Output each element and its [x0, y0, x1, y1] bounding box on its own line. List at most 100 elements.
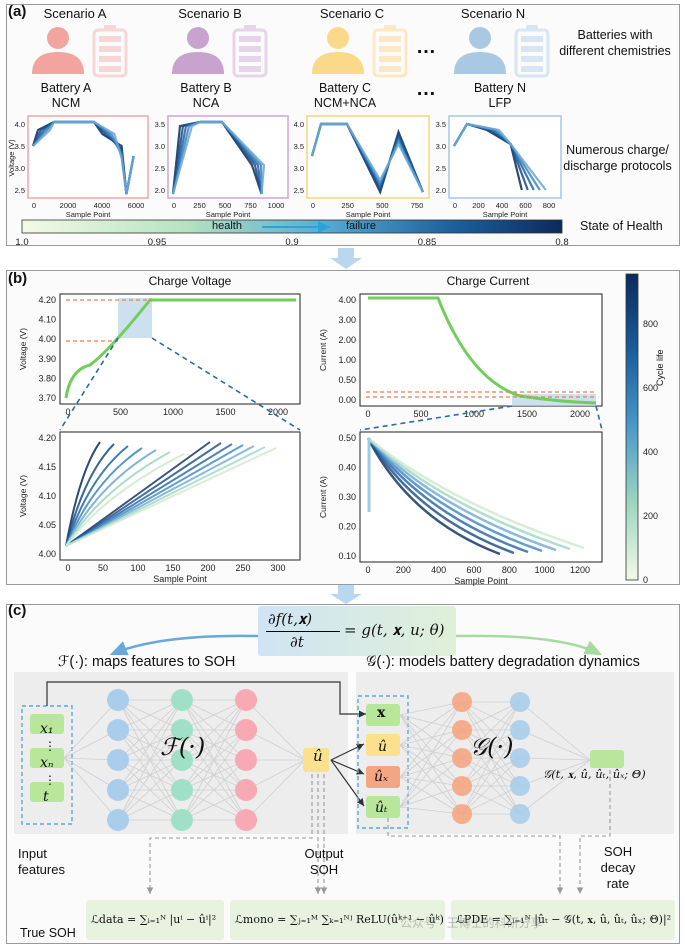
- down-arrow-bc: [330, 585, 362, 604]
- protocol-y-tick: 3.0: [294, 164, 304, 173]
- panel-b-charts: 4.204.104.003.903.803.700 500 1000 1500 2000…: [18, 273, 658, 586]
- protocol-curve: [171, 120, 266, 195]
- zoom-current-curve: [366, 437, 501, 556]
- soh-tick: 1.0: [15, 237, 28, 248]
- battery-bar-icon: [379, 36, 401, 42]
- zoom-voltage-curve: [65, 453, 185, 547]
- zoom-current-curve: [367, 437, 543, 553]
- down-arrow-ab: [330, 248, 362, 269]
- zoom-voltage-curve: [65, 442, 222, 547]
- protocol-y-tick: 3.0: [155, 142, 165, 151]
- protocol-curve: [32, 120, 135, 195]
- g-connection: [399, 806, 463, 815]
- person-body-icon: [172, 52, 224, 74]
- protocol-x-tick: 4000: [94, 201, 111, 210]
- input-node-box: [30, 748, 64, 768]
- protocol-x-label: Sample Point: [206, 210, 252, 219]
- g-connection: [399, 714, 463, 731]
- zoom-current-x-tick: 800: [502, 565, 517, 575]
- g-input-ut: ûₜ: [375, 800, 388, 816]
- protocol-x-tick: 750: [244, 201, 257, 210]
- f-connection: [117, 699, 183, 761]
- f-network-label: ℱ(·): [160, 733, 206, 761]
- battery-bar-icon: [99, 66, 121, 72]
- g-connection: [399, 701, 463, 716]
- f-connection: [63, 699, 119, 759]
- f-neuron: [171, 719, 193, 741]
- protocol-x-tick: 600: [519, 201, 532, 210]
- zoom-voltage-y-tick: 4.00: [38, 549, 56, 559]
- f-neuron: [171, 749, 193, 771]
- charge-voltage-x-tick: 1500: [215, 407, 235, 417]
- g-connection: [399, 701, 463, 746]
- g-connection: [399, 776, 463, 787]
- label-protocols: Numerous charge/ discharge protocols: [563, 143, 672, 173]
- watermark: 公众号 · 王博士的科研分享: [400, 916, 543, 930]
- zoom-connector: [151, 337, 301, 431]
- charge-voltage-frame: [59, 293, 301, 405]
- g-connection: [399, 757, 463, 778]
- charge-current-y-tick: 0.50: [338, 375, 356, 385]
- equation-rhs: = g(t, 𝐱, u; θ): [344, 621, 445, 639]
- g-connection: [399, 701, 463, 778]
- charge-current-x-tick: 1000: [464, 409, 484, 419]
- protocol-x-tick: 0: [172, 201, 176, 210]
- f-connection: [117, 699, 183, 731]
- g-connection: [399, 744, 463, 815]
- protocol-x-tick: 250: [341, 201, 354, 210]
- f-connection: [245, 759, 306, 791]
- zoom-voltage-y-label: Voltage (V): [18, 475, 28, 517]
- battery-bar-icon: [521, 36, 543, 42]
- zoom-current-x-label: Sample Point: [454, 576, 508, 586]
- g-output-text: 𝒢(t, 𝐱, û, ûₜ, ûₓ; Θ): [543, 767, 646, 781]
- protocol-y-tick: 4.0: [15, 120, 25, 129]
- soh-failure-text: failure: [346, 220, 376, 232]
- f-neuron: [235, 719, 257, 741]
- g-connection: [399, 744, 463, 787]
- battery-bar-icon: [379, 56, 401, 62]
- zoom-current-y-tick: 0.30: [338, 492, 356, 502]
- protocol-x-tick: 500: [376, 201, 389, 210]
- soh-health-text: health: [212, 220, 242, 232]
- f-connection: [117, 759, 183, 821]
- equation-box: ∂f(t,𝐱) ∂t = g(t, 𝐱, u; θ): [258, 606, 456, 656]
- protocol-y-tick: 2.5: [15, 186, 25, 195]
- scenario-icons: [32, 25, 550, 78]
- protocol-x-tick: 0: [311, 201, 315, 210]
- charge-current-y-label: Current (A): [318, 329, 328, 371]
- loss-pde-formula: ℒPDE = ∑ᵢ₌₁ᴺ |ûₜ − 𝒢(t, 𝐱, û, ûₜ, ûₓ; Θ)…: [456, 913, 672, 926]
- g-neuron: [452, 776, 472, 796]
- g-neuron: [452, 692, 472, 712]
- loss-data-formula: ℒdata = ∑ᵢ₌₁ᴺ |uⁱ − ûⁱ|²: [91, 913, 217, 926]
- charge-current-x-tick: 0: [365, 409, 370, 419]
- f-neuron: [107, 719, 129, 741]
- charge-voltage-y-tick: 4.00: [38, 334, 56, 344]
- battery-ellipsis: …: [416, 78, 436, 100]
- battery-bar-icon: [379, 66, 401, 72]
- charge-voltage-y-tick: 3.80: [38, 373, 56, 383]
- protocol-y-tick: 3.0: [436, 142, 446, 151]
- battery-bar-icon: [521, 46, 543, 52]
- g-connection: [399, 714, 463, 787]
- protocol-x-label: Sample Point: [66, 210, 112, 219]
- g-connection: [399, 776, 463, 815]
- input-vdots-1: ⋮: [44, 739, 56, 753]
- f-caption: ℱ(·): maps features to SOH: [58, 654, 236, 670]
- person-body-icon: [32, 52, 84, 74]
- soh-decay-rate-label: SOH decay rate: [600, 844, 636, 891]
- battery-cap-icon: [104, 25, 116, 31]
- g-input-dashed-box: [357, 695, 409, 829]
- zoom-voltage-curve: [65, 443, 115, 547]
- zoom-voltage-curve: [65, 451, 171, 547]
- input-vdots-2: ⋮: [44, 773, 56, 787]
- battery-bar-icon: [99, 56, 121, 62]
- f-neuron: [107, 779, 129, 801]
- panel-a-label: (a): [8, 3, 27, 20]
- soh-tick: 0.8: [555, 237, 568, 248]
- scenario-b-title: Scenario B: [178, 6, 242, 21]
- battery-cap-icon: [244, 25, 256, 31]
- zoom-connector: [359, 405, 513, 431]
- g-network-label: 𝒢(·): [470, 733, 514, 761]
- protocol-y-tick: 2.5: [155, 164, 165, 173]
